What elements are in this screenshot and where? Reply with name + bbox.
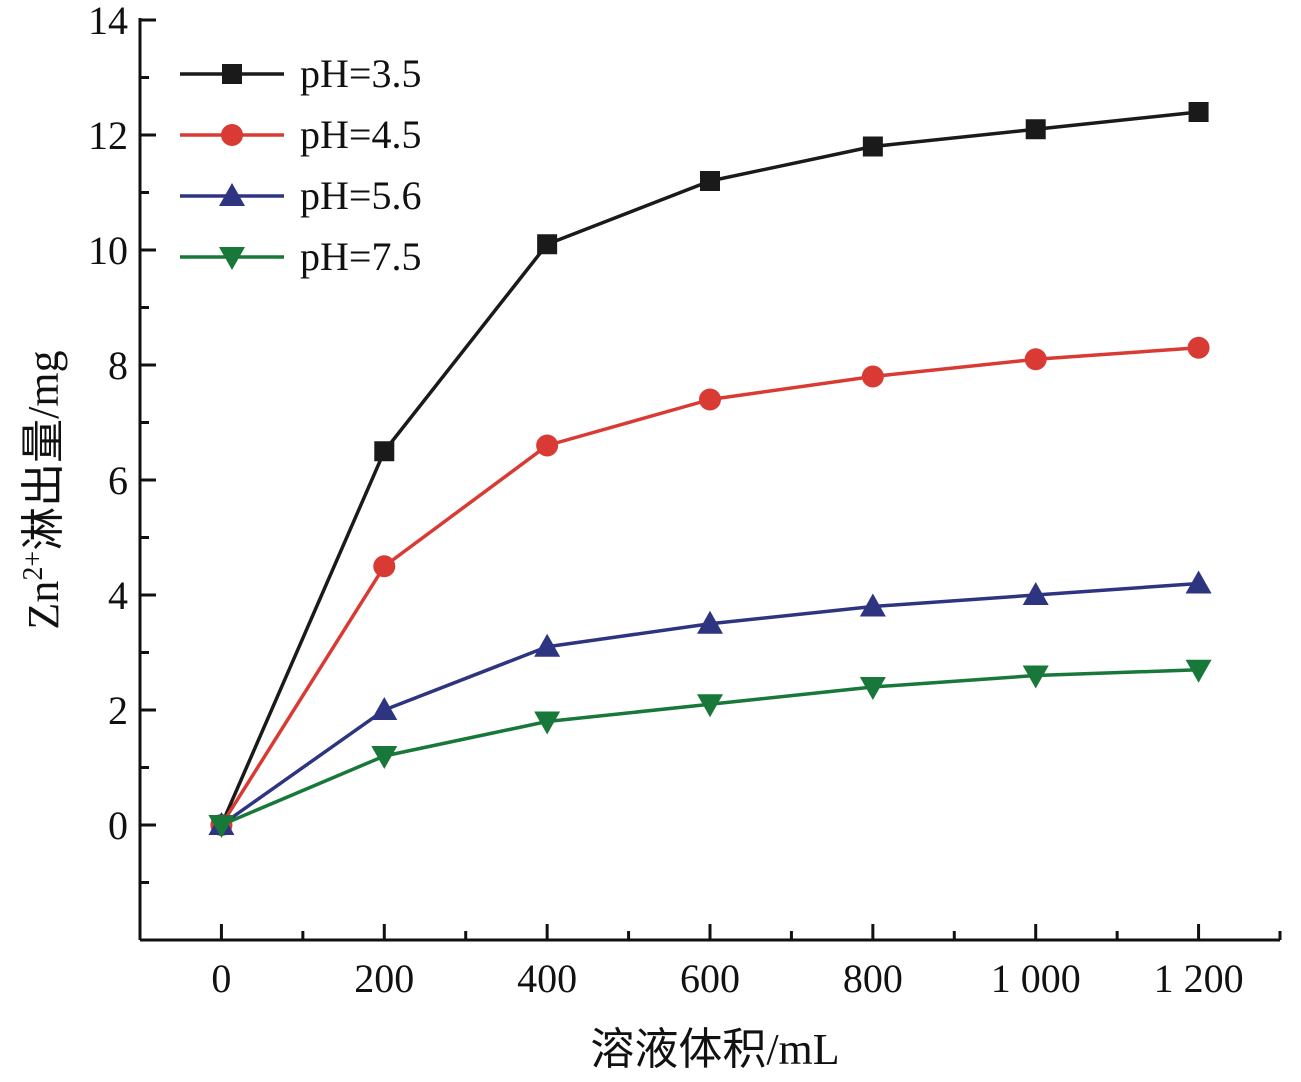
- y-tick-label: 0: [108, 803, 128, 848]
- series-1: [211, 102, 1209, 835]
- data-point: [1185, 570, 1212, 594]
- x-tick-label: 600: [680, 956, 740, 1001]
- data-point: [862, 136, 883, 157]
- series-layer: [208, 102, 1212, 838]
- data-point: [534, 711, 561, 735]
- series-2: [210, 336, 1210, 836]
- data-point: [859, 677, 886, 700]
- data-point: [859, 593, 886, 617]
- x-axis-label: 溶液体积/mL: [590, 1025, 839, 1074]
- y-axis-label: Zn2+淋出量/mg: [18, 350, 68, 629]
- legend-label: pH=3.5: [300, 51, 421, 96]
- x-tick-label: 400: [517, 956, 577, 1001]
- data-point: [371, 697, 398, 720]
- y-tick-label: 14: [88, 0, 128, 43]
- legend-entry-3: pH=5.6: [180, 173, 421, 218]
- data-point: [1187, 336, 1210, 359]
- data-point: [534, 633, 561, 657]
- legend-marker: [219, 247, 245, 270]
- y-axis-label-zn: Zn: [19, 581, 68, 630]
- data-point: [373, 555, 396, 578]
- x-tick-label: 1 000: [991, 956, 1081, 1001]
- legend-entry-2: pH=4.5: [180, 112, 421, 157]
- y-tick-label: 10: [88, 228, 128, 273]
- data-point: [1188, 102, 1209, 122]
- y-tick-label: 4: [108, 573, 128, 618]
- x-tick-label: 1 200: [1154, 956, 1244, 1001]
- data-point: [1022, 582, 1049, 605]
- data-point: [697, 610, 723, 634]
- legend-label: pH=5.6: [300, 173, 421, 218]
- data-point: [697, 694, 723, 718]
- legend: pH=3.5 pH=4.5 pH=5.6 pH=7.5: [180, 51, 421, 279]
- data-point: [861, 365, 884, 388]
- data-point: [371, 746, 398, 769]
- data-point: [537, 234, 558, 255]
- y-axis-label-rest: 淋出量/mg: [19, 350, 68, 550]
- series-line: [219, 110, 1199, 826]
- x-tick-label: 0: [211, 956, 231, 1001]
- axes: 0 2 4 6 8 10 12 14 0 200 400 600 800 1 000 1 200: [88, 0, 1282, 1001]
- y-tick-label: 12: [88, 113, 128, 158]
- data-point: [374, 441, 395, 462]
- legend-label: pH=7.5: [300, 234, 421, 279]
- x-tick-label: 800: [843, 956, 903, 1001]
- series-3: [208, 570, 1212, 835]
- legend-marker: [221, 124, 243, 146]
- x-tick-label: 200: [354, 956, 414, 1001]
- legend-marker: [219, 183, 245, 206]
- data-point: [1185, 659, 1212, 683]
- data-point: [700, 171, 720, 191]
- data-point: [1025, 119, 1046, 140]
- legend-entry-4: pH=7.5: [180, 234, 421, 279]
- legend-label: pH=4.5: [300, 112, 421, 157]
- y-tick-label: 2: [108, 688, 128, 733]
- y-tick-label: 6: [108, 458, 128, 503]
- data-point: [208, 815, 235, 838]
- data-point: [1024, 348, 1047, 371]
- series-4: [208, 659, 1212, 838]
- data-point: [1022, 665, 1049, 689]
- data-point: [536, 434, 559, 457]
- legend-marker: [222, 64, 242, 84]
- legend-entry-1: pH=3.5: [180, 51, 421, 96]
- y-axis-label-superscript: 2+: [18, 551, 49, 581]
- data-point: [699, 388, 721, 411]
- series-line: [220, 668, 1199, 827]
- series-line: [219, 346, 1199, 826]
- y-tick-label: 8: [108, 343, 128, 388]
